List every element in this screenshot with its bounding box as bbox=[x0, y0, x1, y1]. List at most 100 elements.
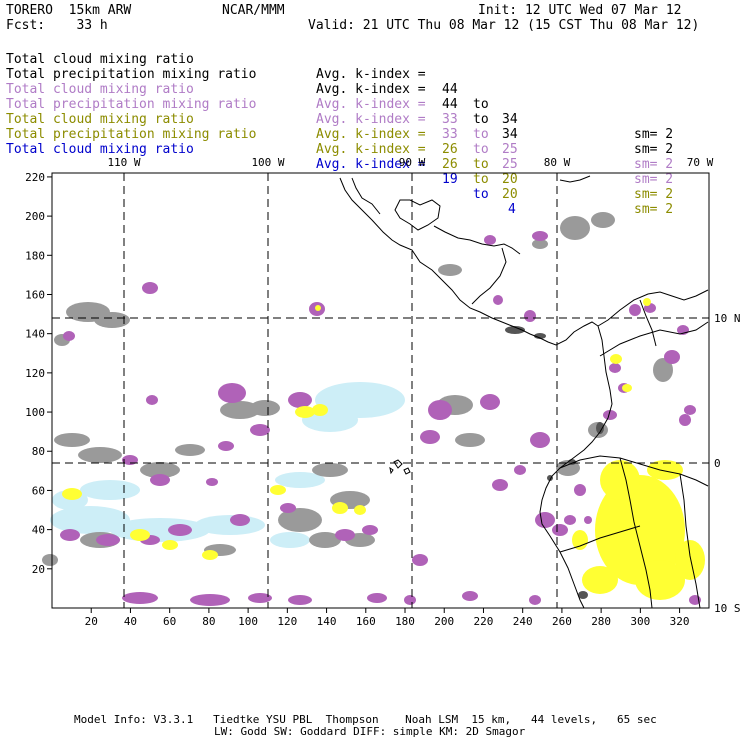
legend-hi: 20 bbox=[502, 172, 518, 187]
purple-field bbox=[684, 405, 696, 415]
forecast-hour: Fcst: 33 h bbox=[6, 18, 108, 33]
purple-field bbox=[218, 441, 234, 451]
legend-lo: 44 bbox=[442, 97, 458, 112]
yellow-field bbox=[622, 384, 632, 392]
legend-field: Total cloud mixing ratio bbox=[6, 142, 194, 157]
purple-field bbox=[609, 363, 621, 373]
lat-lon-grid bbox=[52, 173, 709, 608]
cloud-fields bbox=[42, 212, 705, 606]
gray-field bbox=[455, 433, 485, 447]
yellow-field bbox=[295, 406, 315, 418]
purple-field bbox=[420, 430, 440, 444]
y-tick-label: 40 bbox=[32, 524, 45, 537]
y-tick-label: 220 bbox=[25, 171, 45, 184]
legend-hi: 20 bbox=[502, 187, 518, 202]
x-tick-label: 40 bbox=[124, 615, 137, 628]
dark-field bbox=[505, 326, 525, 334]
yellow-field bbox=[643, 298, 651, 306]
purple-field bbox=[288, 392, 312, 408]
purple-field bbox=[480, 394, 500, 410]
legend-hi: 34 bbox=[502, 127, 518, 142]
gray-field bbox=[438, 264, 462, 276]
purple-field bbox=[524, 310, 536, 322]
gray-field bbox=[312, 463, 348, 477]
legend-sm: sm= 2 bbox=[634, 142, 674, 157]
purple-field bbox=[462, 591, 478, 601]
lat-label: 0 bbox=[714, 457, 721, 470]
purple-field bbox=[63, 331, 75, 341]
y-tick-label: 160 bbox=[25, 288, 45, 301]
x-tick-label: 180 bbox=[395, 615, 415, 628]
purple-field bbox=[484, 235, 496, 245]
x-tick-label: 200 bbox=[434, 615, 454, 628]
yellow-field bbox=[332, 502, 348, 514]
lon-labels: 110 W 100 W 90 W 80 W 70 W bbox=[107, 156, 713, 169]
yellow-field bbox=[312, 404, 328, 416]
cyan-field bbox=[275, 472, 325, 488]
legend-kindex: Avg. k-index = bbox=[316, 112, 426, 127]
cyan-field bbox=[270, 532, 310, 548]
lat-label: 10 N bbox=[714, 312, 740, 325]
purple-field bbox=[367, 593, 387, 603]
purple-field bbox=[288, 595, 312, 605]
purple-field bbox=[603, 410, 617, 420]
purple-field bbox=[248, 593, 272, 603]
legend-row: Total precipitation mixing ratio Avg. k-… bbox=[0, 112, 740, 217]
cyan-field bbox=[50, 506, 130, 534]
model-info: Model Info: V3.3.1 Tiedtke YSU PBL Thomp… bbox=[74, 713, 657, 726]
x-tick-label: 220 bbox=[474, 615, 494, 628]
yellow-field bbox=[582, 566, 618, 594]
yellow-field bbox=[572, 530, 588, 550]
x-tick-label: 240 bbox=[513, 615, 533, 628]
coastlines bbox=[339, 175, 709, 609]
legend-hi: 4 bbox=[508, 202, 516, 217]
legend-to: to bbox=[473, 127, 489, 142]
gray-field bbox=[94, 312, 130, 328]
purple-field bbox=[629, 304, 641, 316]
purple-field bbox=[529, 595, 541, 605]
legend-to: to bbox=[473, 142, 489, 157]
gray-field bbox=[250, 400, 280, 416]
x-tick-label: 60 bbox=[163, 615, 176, 628]
yellow-field bbox=[675, 540, 705, 580]
legend-sm: sm= 2 bbox=[634, 187, 674, 202]
yellow-field bbox=[270, 485, 286, 495]
gray-field bbox=[42, 554, 58, 566]
purple-field bbox=[514, 465, 526, 475]
x-ticks: 20 40 60 80 100 120 140 160 180 200 220 240 260 280 30… bbox=[85, 608, 690, 628]
legend-to: to bbox=[473, 112, 489, 127]
gray-field bbox=[560, 216, 590, 240]
legend-kindex: Avg. k-index = bbox=[316, 82, 426, 97]
purple-field bbox=[168, 524, 192, 536]
purple-field bbox=[218, 383, 246, 403]
yellow-field bbox=[354, 505, 366, 515]
legend-kindex: Avg. k-index = bbox=[316, 142, 426, 157]
gray-field bbox=[309, 532, 341, 548]
legend-field: Total cloud mixing ratio bbox=[6, 112, 194, 127]
gray-field bbox=[175, 444, 205, 456]
gray-field bbox=[220, 401, 260, 419]
legend-to: to bbox=[473, 157, 489, 172]
purple-field bbox=[584, 516, 592, 524]
legend-kindex: Avg. k-index = bbox=[316, 127, 426, 142]
purple-field bbox=[564, 515, 576, 525]
x-tick-label: 100 bbox=[238, 615, 258, 628]
x-tick-label: 260 bbox=[552, 615, 572, 628]
legend-lo: 26 bbox=[442, 142, 458, 157]
purple-field bbox=[230, 514, 250, 526]
legend-lo: 19 bbox=[442, 172, 458, 187]
gray-field bbox=[78, 447, 122, 463]
purple-field bbox=[535, 512, 555, 528]
legend-row: Total cloud mixing ratio Avg. k-index = … bbox=[0, 37, 740, 142]
dark-field bbox=[534, 333, 546, 339]
legend-lo: 33 bbox=[442, 112, 458, 127]
y-tick-label: 100 bbox=[25, 406, 45, 419]
gray-field bbox=[591, 212, 615, 228]
yellow-field bbox=[162, 540, 178, 550]
cyan-field bbox=[195, 515, 265, 535]
purple-field bbox=[552, 524, 568, 536]
purple-field bbox=[412, 554, 428, 566]
cyan-field bbox=[80, 480, 140, 500]
legend-field: Total precipitation mixing ratio bbox=[6, 67, 257, 82]
